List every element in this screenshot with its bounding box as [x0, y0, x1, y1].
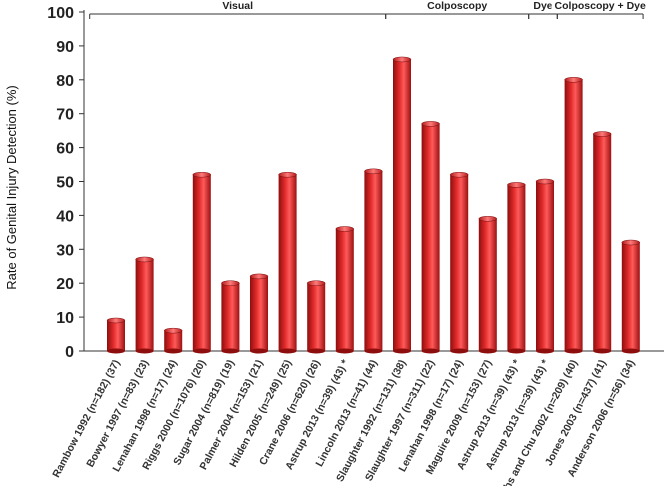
- y-tick-label: 20: [56, 276, 74, 293]
- bar: [364, 171, 383, 351]
- bar: [135, 259, 154, 351]
- y-tick-label: 30: [56, 242, 74, 259]
- bar: [335, 228, 354, 351]
- bar-base: [307, 348, 326, 354]
- bar: [507, 184, 526, 351]
- bar: [307, 283, 326, 351]
- bar: [278, 174, 297, 351]
- bar: [621, 242, 640, 351]
- y-tick-label: 70: [56, 107, 74, 124]
- bar-base: [335, 348, 354, 354]
- bar-cap: [106, 317, 126, 324]
- bar-cap: [564, 77, 583, 83]
- bar-base: [478, 348, 497, 354]
- bar: [421, 123, 440, 352]
- bar: [564, 79, 583, 352]
- bar-base: [536, 348, 554, 354]
- bar: [164, 330, 183, 351]
- bar: [593, 134, 612, 351]
- bar-cap: [278, 171, 297, 178]
- group-label-background: [219, 0, 257, 13]
- bar-cap: [421, 121, 440, 127]
- bar: [536, 181, 554, 351]
- y-tick-label: 90: [56, 39, 74, 56]
- bar-cap: [306, 280, 326, 286]
- bar: [478, 218, 497, 351]
- bar-cap: [335, 226, 355, 232]
- y-tick-label: 40: [56, 208, 74, 225]
- y-tick-label: 60: [56, 141, 74, 158]
- bar-base: [364, 348, 383, 354]
- group-label-background: [424, 0, 491, 13]
- bar-cap: [592, 131, 612, 137]
- group-label-background: [530, 0, 556, 13]
- bar-cap: [535, 178, 555, 185]
- bar-base: [507, 348, 526, 354]
- bar: [450, 174, 469, 351]
- bar-cap: [364, 168, 383, 175]
- bar-base: [164, 348, 183, 354]
- bar-base: [564, 348, 583, 354]
- bar-base: [135, 348, 154, 354]
- group-label-background: [551, 0, 650, 13]
- y-tick-label: 10: [56, 310, 74, 327]
- bar: [221, 283, 240, 351]
- bar-cap: [621, 239, 641, 246]
- bar-base: [421, 348, 440, 354]
- group-label: Dye: [533, 0, 552, 12]
- bar-cap: [249, 273, 269, 280]
- y-tick-label: 100: [47, 5, 74, 22]
- bar-base: [221, 348, 240, 354]
- bar-cap: [163, 327, 183, 334]
- bar: [107, 320, 125, 351]
- bar-base: [393, 348, 411, 354]
- bar-cap: [135, 256, 154, 263]
- bar: [393, 59, 411, 352]
- group-label: Colposcopy: [427, 0, 487, 12]
- group-label: Visual: [222, 0, 253, 12]
- bar-cap: [507, 182, 526, 188]
- bar-cap: [392, 56, 412, 63]
- bar-base: [593, 348, 612, 354]
- y-tick-label: 0: [65, 344, 74, 361]
- bar-base: [278, 348, 297, 354]
- bar-base: [621, 348, 640, 354]
- bar-cap: [192, 171, 212, 178]
- bar-cap: [449, 171, 469, 178]
- bar-base: [450, 348, 469, 354]
- bar: [250, 276, 268, 351]
- y-tick-label: 80: [56, 73, 74, 90]
- bar-cap: [478, 216, 498, 222]
- bar-base: [107, 348, 125, 354]
- bar-cap: [221, 280, 240, 286]
- y-axis-label: Rate of Genital Injury Detection (%): [4, 85, 19, 289]
- bar-base: [250, 348, 268, 354]
- bar: [192, 174, 211, 351]
- bar-base: [192, 348, 211, 354]
- group-label: Colposcopy + Dye: [555, 0, 646, 12]
- y-tick-label: 50: [56, 175, 74, 192]
